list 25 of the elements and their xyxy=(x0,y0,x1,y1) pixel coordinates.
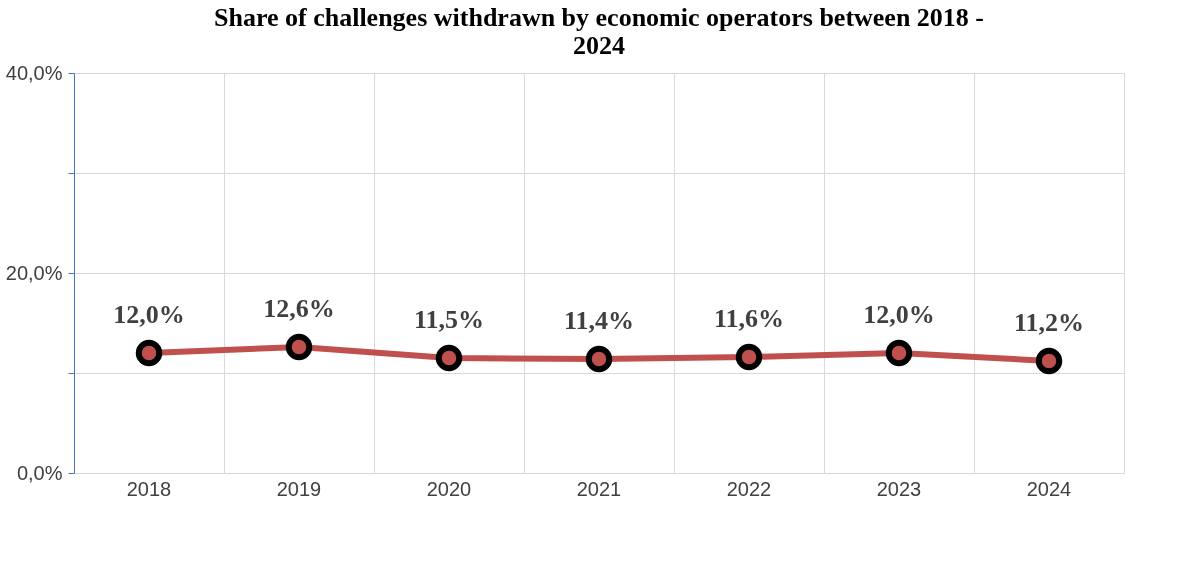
point xyxy=(285,333,313,361)
data-label: 11,6% xyxy=(713,304,785,333)
x-tick-label: 2018 xyxy=(126,477,172,500)
x-tick-label: 2020 xyxy=(426,477,472,500)
point xyxy=(585,345,613,373)
chart-title: Share of challenges withdrawn by economic operators between 2018 - 2024 xyxy=(213,3,985,60)
data-label: 11,2% xyxy=(1013,308,1085,337)
point xyxy=(735,343,763,371)
x-tick-label: 2024 xyxy=(1026,477,1072,500)
data-label: 11,5% xyxy=(413,305,485,334)
point xyxy=(435,344,463,372)
x-tick-label: 2022 xyxy=(726,477,772,500)
data-label: 12,0% xyxy=(113,300,185,329)
data-label: 11,4% xyxy=(563,306,635,335)
point xyxy=(135,339,163,367)
point xyxy=(1035,347,1063,375)
y-tick-label: 40,0% xyxy=(5,61,63,84)
y-tick-label: 20,0% xyxy=(5,261,63,284)
x-tick-label: 2023 xyxy=(876,477,922,500)
point xyxy=(885,339,913,367)
data-label: 12,0% xyxy=(863,300,935,329)
x-tick-label: 2019 xyxy=(276,477,322,500)
x-tick-label: 2021 xyxy=(576,477,622,500)
y-tick-label: 0,0% xyxy=(16,461,63,484)
data-label: 12,6% xyxy=(263,294,335,323)
